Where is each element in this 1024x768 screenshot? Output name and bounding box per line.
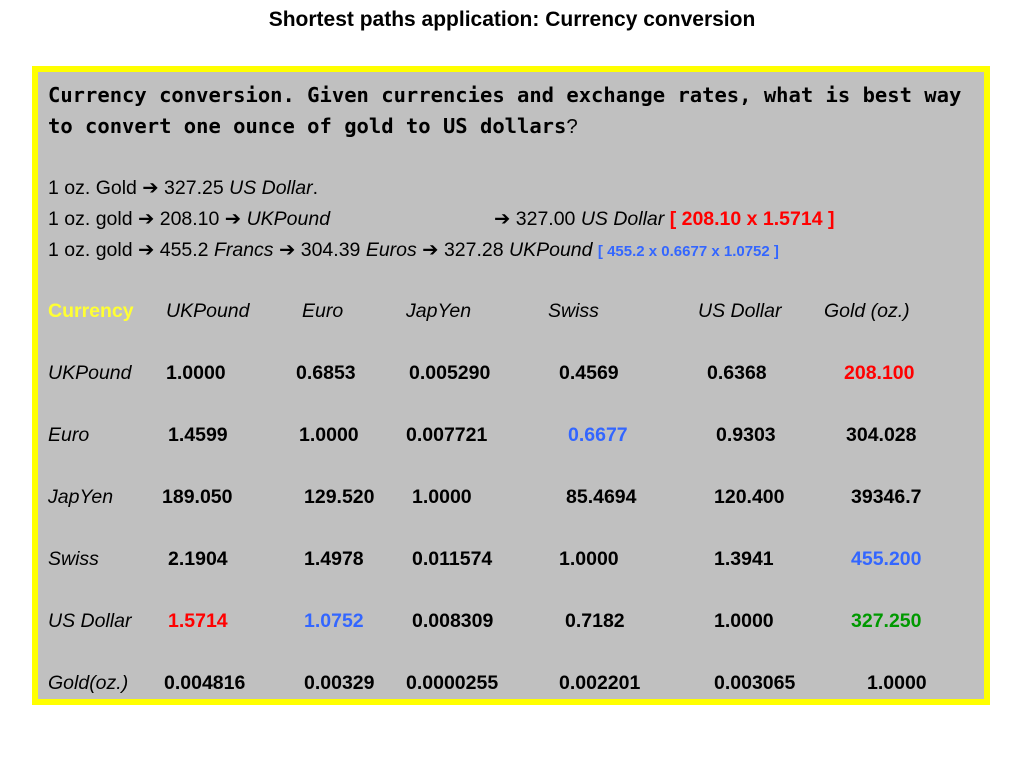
example-line-1: 1 oz. Gold ➔ 327.25 US Dollar. — [48, 177, 318, 199]
table-cell: 0.9303 — [716, 424, 776, 446]
column-header-us-dollar: US Dollar — [698, 300, 782, 322]
table-cell: 0.008309 — [412, 610, 494, 632]
table-cell: 0.6368 — [707, 362, 767, 384]
table-cell-highlight-green: 327.250 — [851, 610, 922, 632]
slide-title: Shortest paths application: Currency con… — [268, 8, 756, 31]
table-cell: 1.0000 — [166, 362, 226, 384]
problem-text: Currency conversion. Given currencies an… — [48, 83, 962, 138]
table-cell: 39346.7 — [851, 486, 922, 508]
table-cell: 1.0000 — [559, 548, 619, 570]
column-header-euro: Euro — [302, 300, 344, 322]
table-cell: 1.4978 — [304, 548, 364, 570]
problem-statement: Currency conversion. Given currencies an… — [48, 80, 978, 142]
table-cell: 129.520 — [304, 486, 375, 508]
table-corner-label: Currency — [48, 300, 134, 322]
column-header-gold: Gold (oz.) — [824, 300, 910, 322]
example-line-2: 1 oz. gold ➔ 208.10 ➔ UKPound ➔ 327.00 U… — [48, 208, 835, 230]
table-cell: 0.005290 — [409, 362, 491, 384]
row-label-japyen: JapYen — [48, 486, 114, 508]
table-cell: 189.050 — [162, 486, 233, 508]
example-line-3: 1 oz. gold ➔ 455.2 Francs ➔ 304.39 Euros… — [48, 239, 779, 261]
column-header-japyen: JapYen — [406, 300, 472, 322]
column-header-ukpound: UKPound — [166, 300, 250, 322]
column-header-swiss: Swiss — [548, 300, 599, 322]
table-cell: 1.0000 — [412, 486, 472, 508]
table-cell: 0.002201 — [559, 672, 641, 694]
row-label-ukpound: UKPound — [48, 362, 132, 384]
row-label-us-dollar: US Dollar — [48, 610, 132, 632]
table-cell: 1.0000 — [867, 672, 927, 694]
table-cell: 1.4599 — [168, 424, 228, 446]
table-cell: 0.011574 — [412, 548, 493, 570]
row-label-gold: Gold(oz.) — [48, 672, 129, 694]
example-2-calc: [ 208.10 x 1.5714 ] — [669, 208, 835, 230]
table-cell: 0.004816 — [164, 672, 246, 694]
table-cell: 0.4569 — [559, 362, 619, 384]
table-cell-highlight-blue: 1.0752 — [304, 610, 364, 632]
table-cell: 0.003065 — [714, 672, 796, 694]
content-panel: Currency conversion. Given currencies an… — [32, 66, 990, 705]
row-label-swiss: Swiss — [48, 548, 99, 570]
table-cell: 120.400 — [714, 486, 785, 508]
table-cell: 0.00329 — [304, 672, 375, 694]
table-cell: 1.3941 — [714, 548, 774, 570]
table-cell-highlight-blue: 0.6677 — [568, 424, 628, 446]
row-label-euro: Euro — [48, 424, 90, 446]
table-cell: 0.007721 — [406, 424, 488, 446]
example-3-calc: [ 455.2 x 0.6677 x 1.0752 ] — [597, 243, 779, 260]
problem-qmark: ? — [566, 115, 578, 138]
table-cell: 1.0000 — [714, 610, 774, 632]
table-cell: 2.1904 — [168, 548, 228, 570]
table-cell: 0.0000255 — [406, 672, 499, 694]
table-cell: 0.6853 — [296, 362, 356, 384]
table-cell-highlight-blue: 455.200 — [851, 548, 922, 570]
table-cell: 0.7182 — [565, 610, 625, 632]
table-cell: 304.028 — [846, 424, 917, 446]
table-cell-highlight-red: 208.100 — [844, 362, 915, 384]
table-cell: 85.4694 — [566, 486, 637, 508]
table-cell-highlight-red: 1.5714 — [168, 610, 228, 632]
table-cell: 1.0000 — [299, 424, 359, 446]
